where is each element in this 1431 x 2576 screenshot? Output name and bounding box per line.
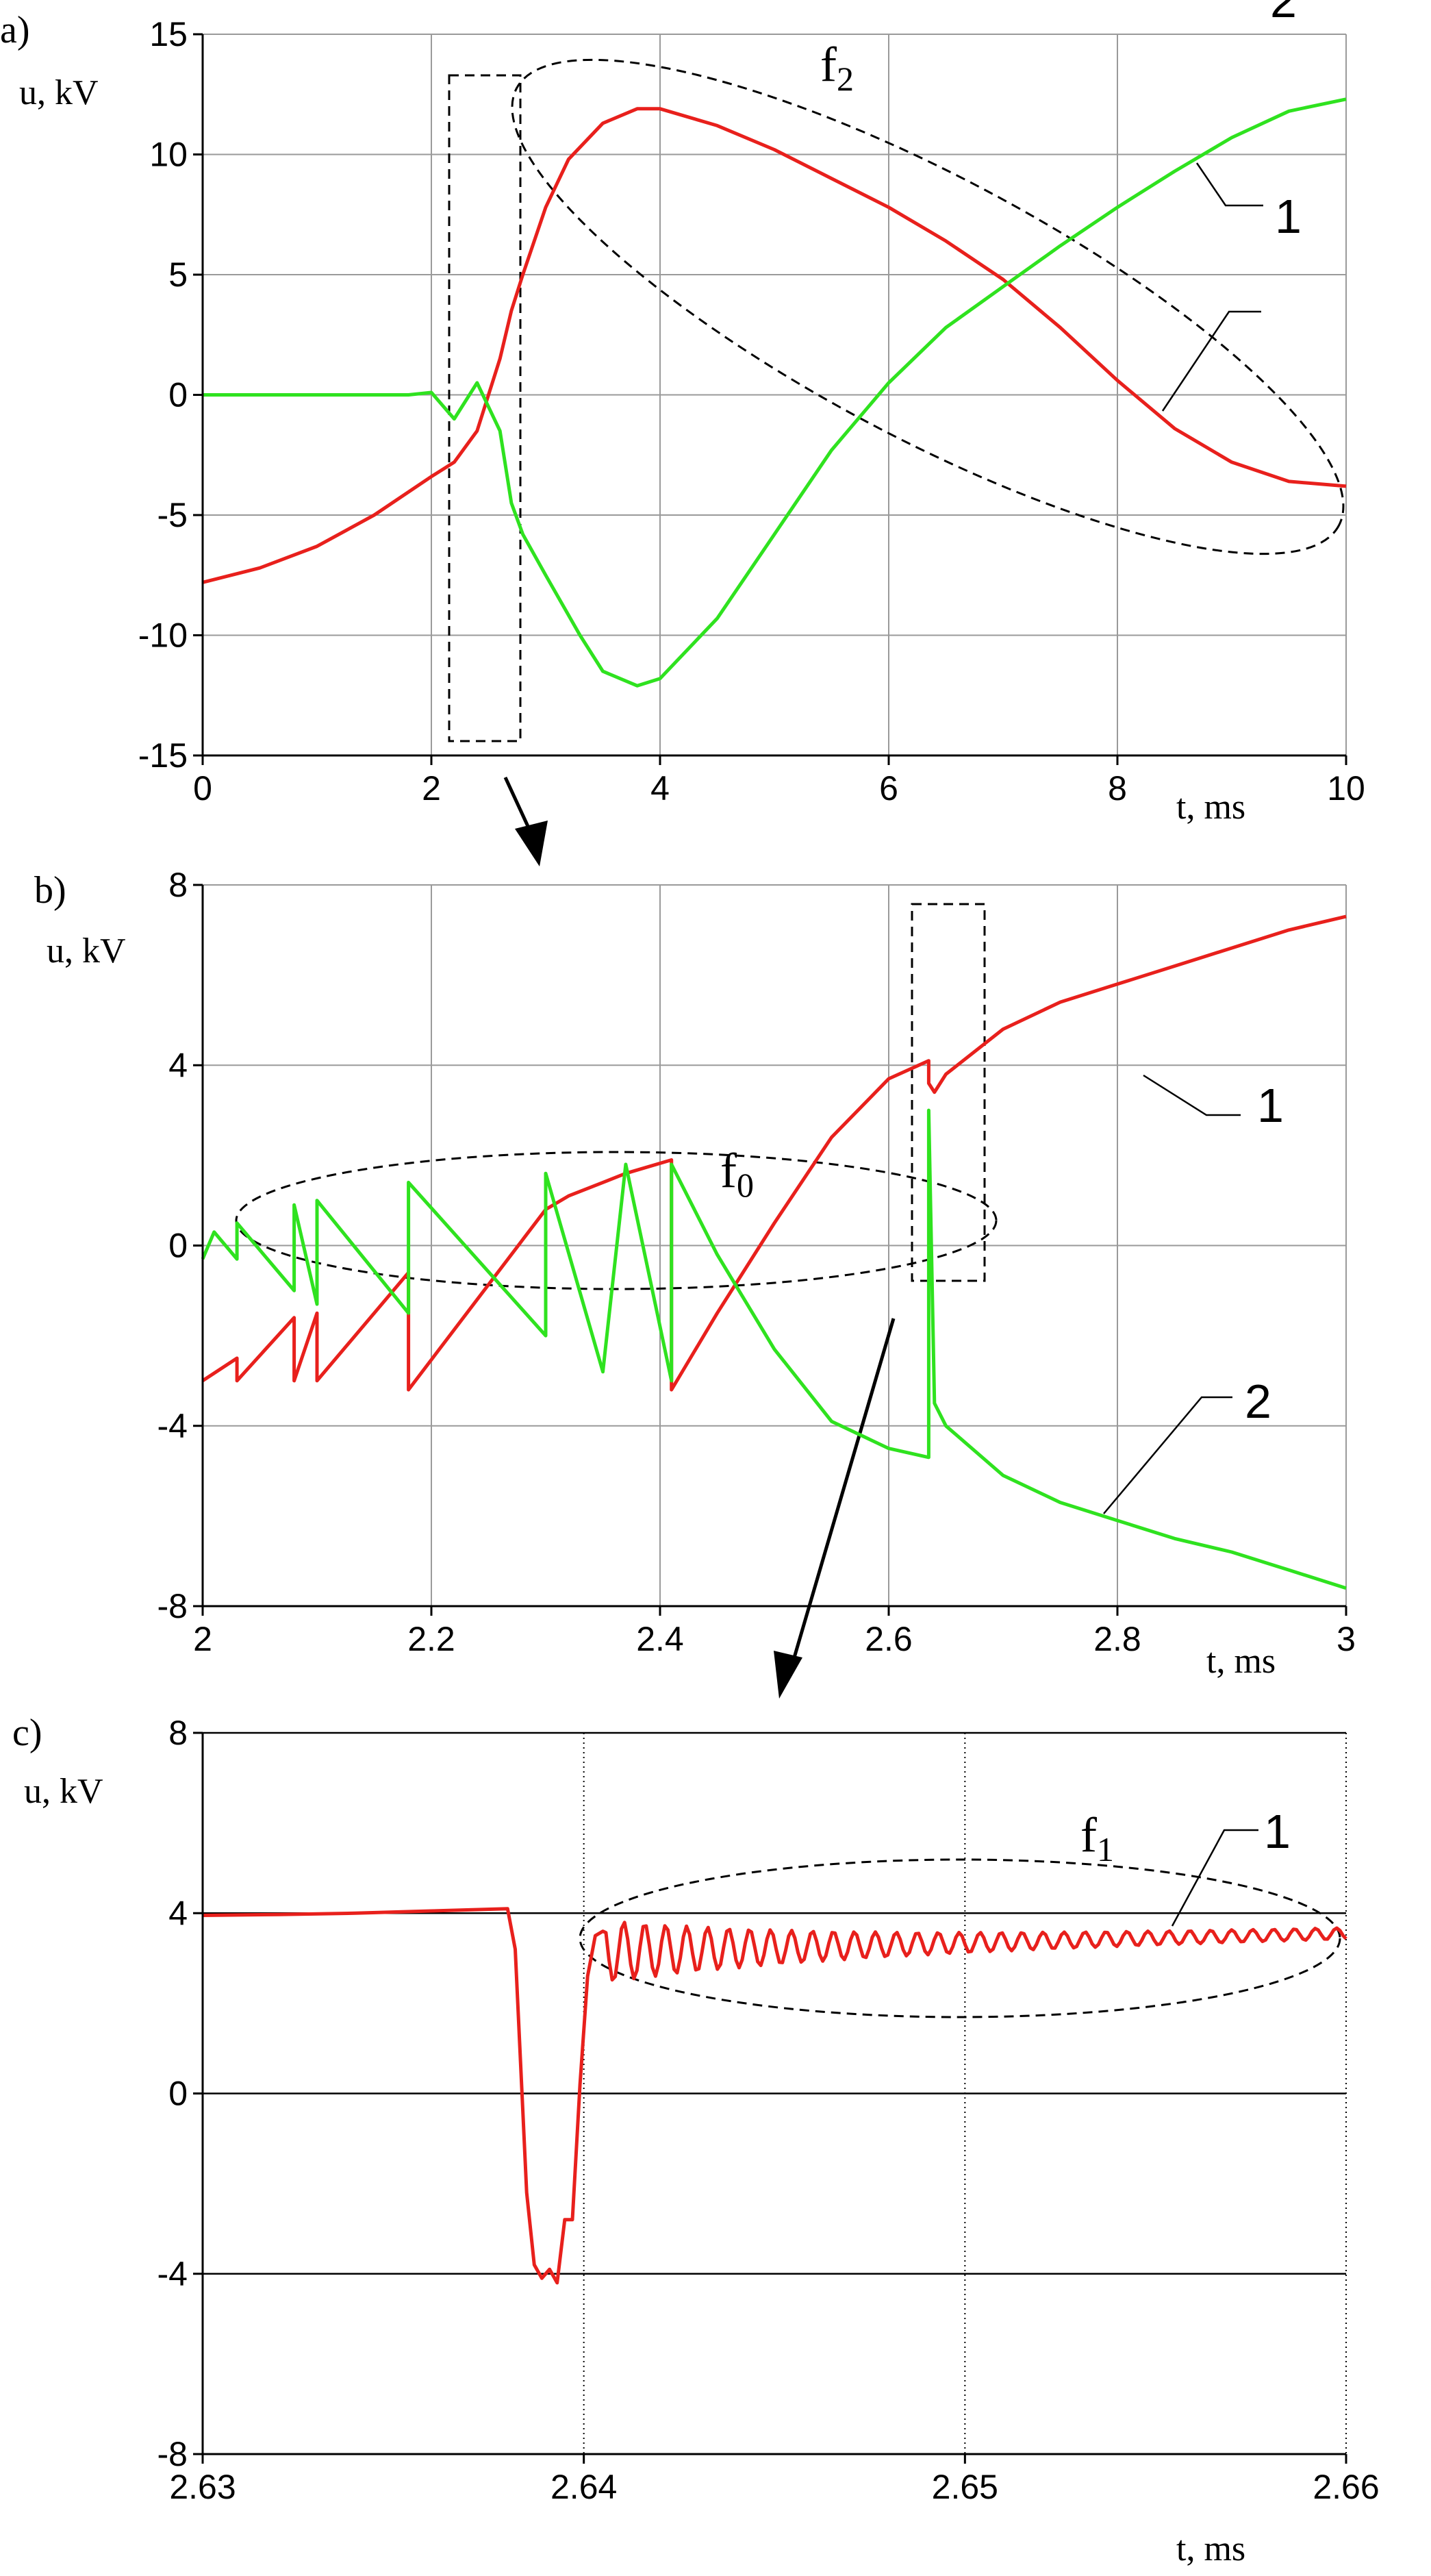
panel-c-ytick-label: 0	[168, 2075, 188, 2113]
panel-b-f0-label: f0	[720, 1143, 754, 1204]
panel-a-f2-ellipse	[511, 58, 1345, 555]
panel-b-ylabel: u, kV	[47, 931, 126, 971]
panel-c-xtick-label: 2.65	[932, 2468, 998, 2506]
panel-c-series-1-line	[202, 1907, 1347, 2285]
panel-a-ylabel: u, kV	[19, 73, 99, 112]
overlay-layer	[235, 58, 1345, 2018]
panel-b-ytick-label: -4	[157, 1407, 188, 1445]
arrow-a-to-b-shaft	[503, 776, 533, 834]
series-layer	[201, 97, 1347, 2285]
panel-b-f0-ellipse	[235, 1151, 998, 1290]
panel-c-label: c)	[12, 1712, 42, 1754]
panel-a-xtick-label: 0	[193, 769, 212, 808]
panel-b-xtick-label: 2.8	[1093, 1620, 1141, 1658]
panel-a-xlabel: t, ms	[1176, 788, 1245, 827]
panel-a-xtick-label: 6	[879, 769, 898, 808]
panel-b-series-1-line	[201, 914, 1347, 1392]
panel-b-leader-2	[1103, 1396, 1232, 1514]
panel-c-ytick-label: -8	[157, 2435, 188, 2473]
panel-a-leader-1	[1161, 310, 1261, 412]
arrow-b-to-c-shaft	[792, 1318, 896, 1658]
panel-a-xtick-label: 2	[422, 769, 441, 808]
grid-layer	[202, 34, 1347, 2455]
panel-a-ytick-label: 5	[168, 255, 188, 294]
arrow-b-to-c-head	[774, 1651, 802, 1699]
panel-b-xtick-label: 2.2	[407, 1620, 455, 1658]
panel-b-ytick-label: 0	[168, 1227, 188, 1265]
panel-a-xtick-label: 4	[650, 769, 670, 808]
panel-c-xlabel: t, ms	[1176, 2529, 1245, 2568]
panel-c-series-1-label: 1	[1264, 1805, 1291, 1858]
panel-a-series-2-line	[203, 97, 1347, 688]
panel-b-series-2-label: 2	[1245, 1375, 1271, 1428]
panel-a-f2-label: f2	[820, 37, 854, 98]
panel-a-ytick-label: -5	[157, 496, 188, 534]
panel-b-zoom-box	[911, 903, 986, 1282]
panel-b-xtick-label: 2.6	[865, 1620, 913, 1658]
panel-c-xtick-label: 2.66	[1313, 2468, 1379, 2506]
panel-b-leader-1	[1143, 1074, 1241, 1116]
panel-c-xtick-label: 2.64	[550, 2468, 617, 2506]
panel-b-xtick-label: 2	[193, 1620, 212, 1658]
panel-a-ytick-label: -15	[138, 736, 188, 775]
panel-a-ytick-label: -10	[138, 616, 188, 655]
panel-b-xtick-label: 3	[1337, 1620, 1356, 1658]
panel-b-ytick-label: 8	[168, 866, 188, 904]
panel-a-series-1-label: 1	[1275, 190, 1302, 243]
panel-c-leader-1	[1171, 1829, 1258, 1927]
panel-c-ytick-label: 4	[168, 1894, 188, 1932]
panel-a-series-2-label: 2	[1270, 0, 1297, 27]
panel-a-ytick-label: 15	[149, 15, 188, 53]
panel-b-series-2-line	[201, 1108, 1347, 1590]
panel-a-leader-2	[1195, 162, 1263, 207]
panel-a-ytick-label: 10	[149, 136, 188, 174]
panel-a-series-1-line	[202, 107, 1347, 584]
panel-a-xtick-label: 8	[1108, 769, 1127, 808]
panel-c-ytick-label: 8	[168, 1714, 188, 1752]
panel-b-label: b)	[34, 869, 66, 912]
panel-c-ylabel: u, kV	[24, 1772, 103, 1811]
panel-c-f1-ellipse	[579, 1858, 1341, 2018]
panel-b-xtick-label: 2.4	[636, 1620, 684, 1658]
panel-b-xlabel: t, ms	[1206, 1642, 1276, 1681]
panel-a-label: a)	[0, 9, 30, 51]
panel-a-xtick-label: 10	[1327, 769, 1365, 808]
panel-b-ytick-label: 4	[168, 1046, 188, 1084]
panel-b-series-1-label: 1	[1257, 1079, 1284, 1132]
panel-a-ytick-label: 0	[168, 376, 188, 414]
panel-c-ytick-label: -4	[157, 2255, 188, 2293]
panel-b-ytick-label: -8	[157, 1587, 188, 1625]
panel-c-f1-label: f1	[1080, 1808, 1114, 1868]
panel-c-xtick-label: 2.63	[169, 2468, 236, 2506]
arrow-a-to-b-head	[515, 821, 548, 866]
panel-a-zoom-box	[448, 74, 522, 742]
